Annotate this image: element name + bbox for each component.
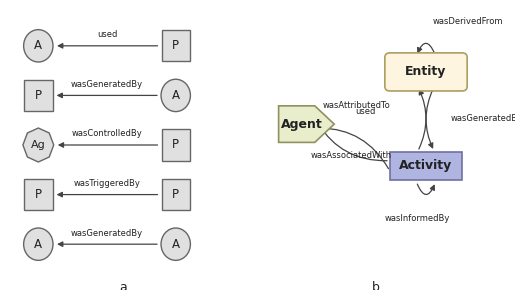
Text: wasAssociatedWith: wasAssociatedWith: [311, 151, 391, 160]
Bar: [162, 30, 190, 61]
Bar: [24, 80, 53, 111]
Bar: [162, 129, 190, 161]
Text: b: b: [372, 281, 380, 290]
Text: wasGeneratedBy: wasGeneratedBy: [71, 229, 143, 238]
Bar: [162, 179, 190, 210]
Text: P: P: [172, 188, 179, 201]
Text: wasInformedBy: wasInformedBy: [385, 214, 450, 223]
Text: wasGeneratedBy: wasGeneratedBy: [451, 114, 515, 124]
Circle shape: [24, 30, 53, 62]
Text: used: used: [97, 30, 117, 39]
Circle shape: [161, 228, 191, 260]
Bar: [390, 151, 462, 180]
Text: A: A: [171, 238, 180, 251]
Text: wasTriggeredBy: wasTriggeredBy: [74, 179, 141, 188]
Text: wasAttributedTo: wasAttributedTo: [322, 101, 390, 110]
Polygon shape: [23, 128, 54, 162]
Text: Entity: Entity: [405, 66, 447, 78]
Text: Ag: Ag: [31, 140, 46, 150]
Text: Activity: Activity: [400, 160, 453, 172]
Text: wasGeneratedBy: wasGeneratedBy: [71, 80, 143, 89]
Text: A: A: [35, 238, 42, 251]
Text: P: P: [172, 139, 179, 151]
Text: P: P: [172, 39, 179, 52]
Text: P: P: [35, 188, 42, 201]
Text: wasControlledBy: wasControlledBy: [72, 129, 142, 139]
Circle shape: [24, 228, 53, 260]
Bar: [24, 179, 53, 210]
Text: Agent: Agent: [281, 118, 323, 130]
Text: P: P: [35, 89, 42, 102]
Text: used: used: [355, 106, 376, 116]
Text: wasDerivedFrom: wasDerivedFrom: [433, 17, 503, 26]
Circle shape: [161, 79, 191, 112]
Polygon shape: [279, 106, 334, 142]
Text: A: A: [35, 39, 42, 52]
Text: a: a: [119, 281, 128, 290]
Text: A: A: [171, 89, 180, 102]
FancyBboxPatch shape: [385, 53, 467, 91]
